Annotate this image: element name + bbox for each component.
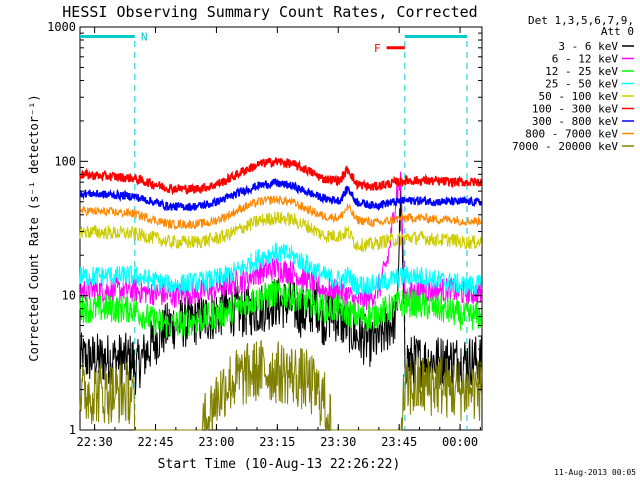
plot-frame <box>79 26 483 431</box>
x-tick-label: 23:00 <box>198 435 234 449</box>
plot-area: NF <box>79 26 483 431</box>
legend-label: 3 - 6 keV <box>558 40 618 53</box>
y-tick-label: 10 <box>62 289 76 303</box>
series-line <box>79 177 483 212</box>
y-tick-label: 1000 <box>47 20 76 34</box>
legend-label: 7000 - 20000 keV <box>512 140 618 153</box>
x-tick-label: 23:15 <box>259 435 295 449</box>
x-tick-label: 22:30 <box>77 435 113 449</box>
legend-header-line-1: Det 1,3,5,6,7,9, <box>528 14 634 27</box>
series-line <box>79 340 482 431</box>
legend-label: 300 - 800 keV <box>532 115 618 128</box>
y-tick-label: 1 <box>69 423 76 437</box>
chart-title: HESSI Observing Summary Count Rates, Cor… <box>62 3 477 21</box>
x-axis-label: Start Time (10-Aug-13 22:26:22) <box>158 457 401 472</box>
y-tick-label: 100 <box>54 154 76 168</box>
series-lines <box>79 157 483 431</box>
legend-label: 800 - 7000 keV <box>525 128 618 141</box>
legend-label: 100 - 300 keV <box>532 103 618 116</box>
footer-timestamp: 11-Aug-2013 00:05 <box>554 468 636 477</box>
legend-header-line-2: Att 0 <box>601 25 634 38</box>
legend-label: 6 - 12 keV <box>552 53 619 66</box>
series-line <box>79 211 482 254</box>
series-line <box>79 194 482 231</box>
annotations: NF <box>80 30 467 55</box>
x-axis: 22:30 22:45 23:00 23:15 23:30 23:45 00:00 <box>77 27 481 449</box>
legend-label: 25 - 50 keV <box>545 78 618 91</box>
legend-label: 12 - 25 keV <box>545 65 618 78</box>
legend-label: 50 - 100 keV <box>539 90 619 103</box>
x-tick-label: 22:45 <box>137 435 173 449</box>
annotation-label: F <box>374 42 381 55</box>
annotation-label: N <box>141 30 148 43</box>
x-tick-label: 00:00 <box>442 435 478 449</box>
y-axis: 1 10 100 1000 <box>47 20 482 437</box>
x-tick-label: 23:45 <box>381 435 417 449</box>
series-line <box>79 171 482 313</box>
y-axis-label: Corrected Count Rate (s⁻¹ detector⁻¹) <box>27 94 41 361</box>
series-line <box>79 242 482 296</box>
x-tick-label: 23:30 <box>320 435 356 449</box>
series-line <box>79 278 482 338</box>
series-line <box>79 173 482 395</box>
series-line <box>79 157 482 196</box>
